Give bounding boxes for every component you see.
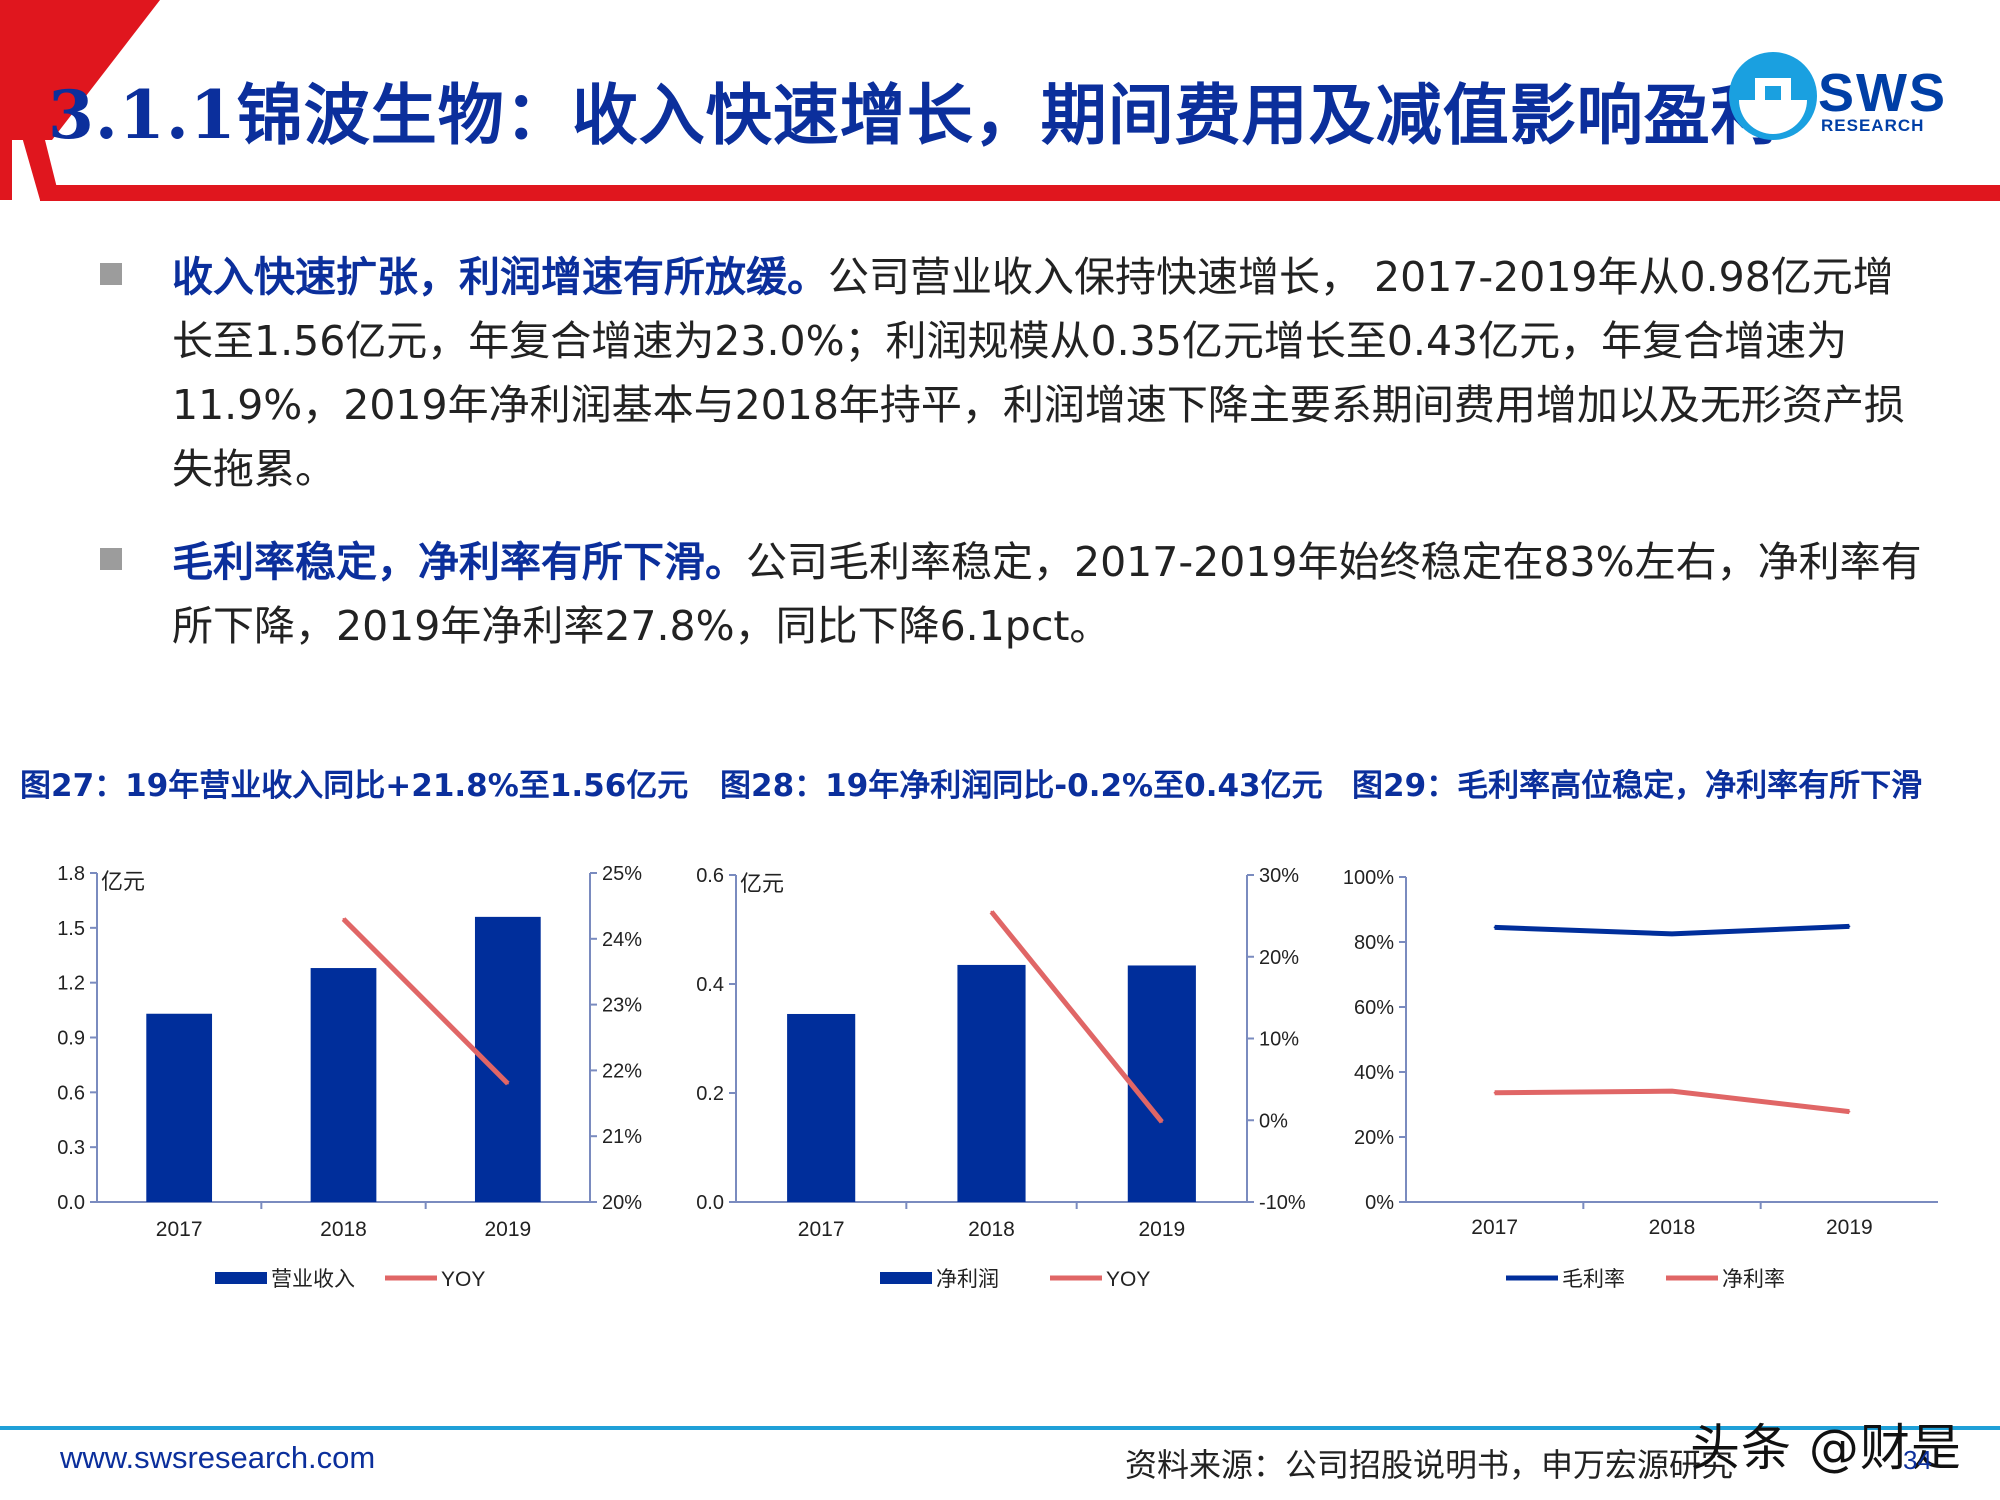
bar-2017 <box>787 1013 856 1202</box>
right-axis-tick-label: 23% <box>602 995 642 1017</box>
series-point-0 <box>1493 926 1496 929</box>
margin-chart: 0% 20% 40% 60% 80% 100% 2017 2018 2019 毛利率 净利率 <box>1343 867 1938 1291</box>
yoy-line <box>989 910 1164 1124</box>
left-axis-tick-label: 0.0 <box>696 1192 724 1214</box>
x-axis-tick-label: 2019 <box>1826 1216 1873 1239</box>
series-line-1 <box>1494 1088 1850 1115</box>
legend-bar-swatch <box>215 1272 267 1284</box>
yoy-point <box>990 910 993 913</box>
page-number: 34 <box>1903 1445 1932 1475</box>
bullet-revenue-heading: 收入快速扩张，利润增速有所放缓。 <box>172 253 828 301</box>
series-point-1 <box>1493 1091 1496 1094</box>
legend-label-1: 净利率 <box>1722 1268 1785 1291</box>
bar-2018 <box>310 968 377 1202</box>
left-axis-tick-label: 20% <box>1354 1127 1394 1149</box>
x-axis-tick-label: 2018 <box>1649 1216 1696 1239</box>
left-axis-tick-label: 0.6 <box>696 865 724 887</box>
bullet-margin-heading: 毛利率稳定，净利率有所下滑。 <box>172 538 746 586</box>
header-red-edge <box>0 0 12 200</box>
legend-bar-swatch <box>880 1272 932 1284</box>
x-axis-tick-label: 2018 <box>968 1218 1015 1241</box>
yoy-line <box>341 917 510 1086</box>
right-axis-tick-label: 0% <box>1259 1110 1288 1132</box>
unit-label: 亿元 <box>101 869 145 894</box>
watermark: 头条 @财是 <box>1690 1419 1962 1477</box>
yoy-point <box>1160 1120 1163 1123</box>
right-axis-tick-label: 25% <box>602 863 642 885</box>
left-axis-tick-label: 0.3 <box>57 1137 85 1159</box>
chart2-title: 图28：19年净利润同比-0.2%至0.43亿元 <box>720 768 1323 804</box>
bar-2019 <box>1127 965 1196 1202</box>
bullet-revenue: 收入快速扩张，利润增速有所放缓。公司营业收入保持快速增长， 2017-2019年… <box>100 245 1930 501</box>
x-axis-tick-label: 2017 <box>1471 1216 1518 1239</box>
bullet-square-icon <box>100 548 122 570</box>
chart1-title: 图27：19年营业收入同比+21.8%至1.56亿元 <box>20 768 689 804</box>
bullet-margin: 毛利率稳定，净利率有所下滑。公司毛利率稳定，2017-2019年始终稳定在83%… <box>100 530 1930 658</box>
bullet-square-icon <box>100 263 122 285</box>
x-axis-tick-label: 2018 <box>320 1218 367 1241</box>
series-point-1 <box>1671 1090 1673 1093</box>
logo-subtitle: RESEARCH <box>1821 116 1925 135</box>
unit-label: 亿元 <box>740 871 784 896</box>
right-axis-tick-label: 22% <box>602 1060 642 1082</box>
footer-divider <box>0 1426 2000 1430</box>
slide-header: 3.1.1锦波生物：收入快速增长，期间费用及减值影响盈利 SWS RESEARC… <box>0 0 2000 210</box>
header-red-bar <box>40 185 2000 201</box>
right-axis-tick-label: 21% <box>602 1126 642 1148</box>
legend-bar-label: 营业收入 <box>271 1268 355 1291</box>
right-axis-tick-label: 20% <box>1259 947 1299 969</box>
left-axis-tick-label: 60% <box>1354 997 1394 1019</box>
x-axis-tick-label: 2017 <box>798 1218 845 1241</box>
yoy-point <box>506 1082 509 1085</box>
bar-2018 <box>957 964 1026 1202</box>
right-axis-tick-label: 10% <box>1259 1029 1299 1051</box>
revenue-chart: 0.0 0.3 0.6 0.9 1.2 1.5 1.8 亿元 20% 21% 22% 23% 24% 25… <box>57 863 642 1291</box>
bar-2017 <box>146 1013 213 1202</box>
left-axis-tick-label: 0.0 <box>57 1192 85 1214</box>
bullet-revenue-text: 收入快速扩张，利润增速有所放缓。公司营业收入保持快速增长， 2017-2019年… <box>172 245 1930 501</box>
header-red-slash <box>0 40 60 200</box>
legend-line-label: YOY <box>441 1268 485 1291</box>
right-axis-tick-label: 24% <box>602 929 642 951</box>
footer-source: 资料来源：公司招股说明书，申万宏源研究 <box>1125 1446 1734 1484</box>
x-axis-tick-label: 2019 <box>1138 1218 1185 1241</box>
left-axis-tick-label: 0.6 <box>57 1082 85 1104</box>
left-axis-tick-label: 1.2 <box>57 973 85 995</box>
left-axis-tick-label: 1.5 <box>57 918 85 940</box>
left-axis-tick-label: 100% <box>1343 867 1394 889</box>
left-axis-tick-label: 80% <box>1354 932 1394 954</box>
header-decoration <box>0 0 2000 201</box>
series-point-1 <box>1848 1110 1851 1113</box>
logo-wordmark: SWS <box>1818 63 1948 123</box>
x-axis-tick-label: 2019 <box>484 1218 531 1241</box>
left-axis-tick-label: 0.2 <box>696 1083 724 1105</box>
x-axis-tick-label: 2017 <box>156 1218 203 1241</box>
sws-logo-icon <box>1729 52 1817 140</box>
bullet-margin-text: 毛利率稳定，净利率有所下滑。公司毛利率稳定，2017-2019年始终稳定在83%… <box>172 530 1930 658</box>
page-title: 3.1.1锦波生物：收入快速增长，期间费用及减值影响盈利 <box>48 76 1778 154</box>
left-axis-tick-label: 0% <box>1365 1192 1394 1214</box>
series-point-0 <box>1848 925 1851 928</box>
left-axis-tick-label: 0.4 <box>696 974 724 996</box>
left-axis-tick-label: 0.9 <box>57 1028 85 1050</box>
left-axis-tick-label: 1.8 <box>57 863 85 885</box>
right-axis-tick-label: 30% <box>1259 865 1299 887</box>
left-axis-tick-label: 40% <box>1354 1062 1394 1084</box>
right-axis-tick-label: -10% <box>1259 1192 1306 1214</box>
sws-logo: SWS RESEARCH <box>1725 48 1965 148</box>
header-red-corner <box>0 0 160 140</box>
series-point-0 <box>1671 932 1673 935</box>
right-axis-tick-label: 20% <box>602 1192 642 1214</box>
legend-line-label: YOY <box>1106 1268 1150 1291</box>
legend-bar-label: 净利润 <box>936 1268 999 1291</box>
net-profit-chart: 0.0 0.2 0.4 0.6 亿元 -10% 0% 10% 20% 30% 2017 2018 201… <box>696 865 1306 1291</box>
legend-label-0: 毛利率 <box>1562 1268 1625 1291</box>
bullet-revenue-body: 公司营业收入保持快速增长， 2017-2019年从0.98亿元增长至1.56亿元… <box>172 253 1905 493</box>
footer-website-link[interactable]: www.swsresearch.com <box>60 1440 376 1475</box>
bullet-margin-body: 公司毛利率稳定，2017-2019年始终稳定在83%左右，净利率有所下降，201… <box>172 538 1922 650</box>
yoy-point <box>342 918 345 921</box>
chart3-title: 图29：毛利率高位稳定，净利率有所下滑 <box>1352 768 1923 804</box>
series-line-0 <box>1494 923 1850 937</box>
